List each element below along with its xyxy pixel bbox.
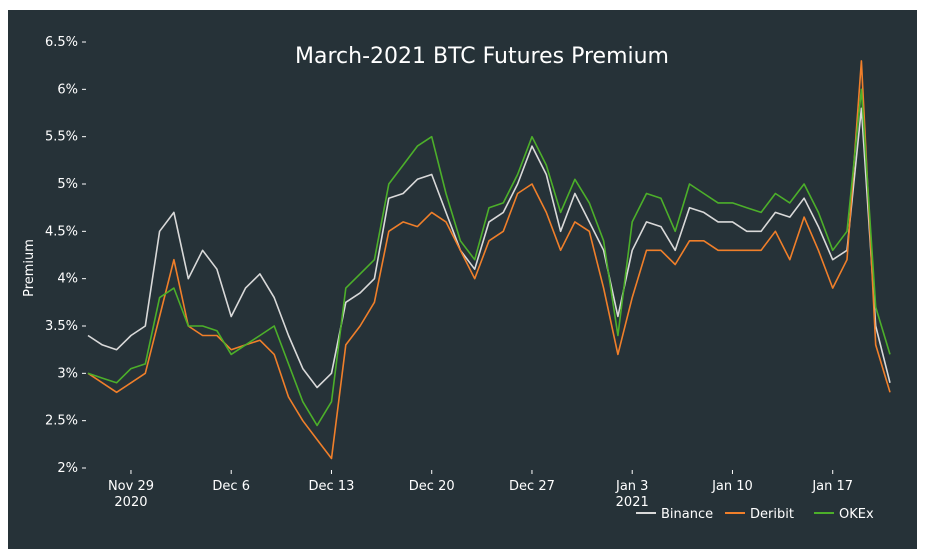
y-tick-label: 2%: [57, 461, 78, 476]
y-tick-label: 3%: [57, 366, 78, 381]
chart-title: March-2021 BTC Futures Premium: [295, 44, 669, 69]
y-tick-label: 6%: [57, 82, 78, 97]
y-axis-title: Premium: [22, 239, 37, 297]
chart-svg: March-2021 BTC Futures Premium Premium 2…: [22, 35, 891, 522]
x-tick-label: Nov 29: [108, 479, 154, 494]
x-tick-label: Jan 17: [811, 479, 853, 494]
y-tick-label: 4.5%: [45, 224, 78, 239]
x-tick-year-label: 2020: [114, 495, 147, 510]
x-tick-label: Dec 6: [212, 479, 250, 494]
y-tick-label: 5.5%: [45, 130, 78, 145]
x-tick-label: Dec 20: [409, 479, 455, 494]
y-tick-label: 5%: [57, 177, 78, 192]
legend-label-binance[interactable]: Binance: [661, 507, 713, 522]
series-line-okex[interactable]: [87, 88, 891, 427]
legend-label-deribit[interactable]: Deribit: [750, 507, 794, 522]
y-axis-ticks: 2% 2.5% 3% 3.5% 4% 4.5% 5% 5.5% 6% 6.5%: [45, 35, 86, 476]
legend-label-okex[interactable]: OKEx: [839, 507, 874, 522]
y-tick-label: 2.5%: [45, 414, 78, 429]
chart-panel: March-2021 BTC Futures Premium Premium 2…: [8, 10, 917, 549]
x-tick-label: Jan 3: [615, 479, 648, 494]
x-tick-label: Dec 27: [509, 479, 555, 494]
x-tick-label: Dec 13: [309, 479, 355, 494]
series-lines: [87, 60, 891, 460]
x-tick-label: Jan 10: [711, 479, 753, 494]
x-tick-year-label: 2021: [616, 495, 649, 510]
series-line-binance[interactable]: [87, 107, 891, 389]
legend[interactable]: Binance Deribit OKEx: [636, 507, 874, 522]
y-tick-label: 3.5%: [45, 319, 78, 334]
y-tick-label: 4%: [57, 272, 78, 287]
y-tick-label: 6.5%: [45, 35, 78, 50]
series-line-deribit[interactable]: [87, 60, 891, 460]
